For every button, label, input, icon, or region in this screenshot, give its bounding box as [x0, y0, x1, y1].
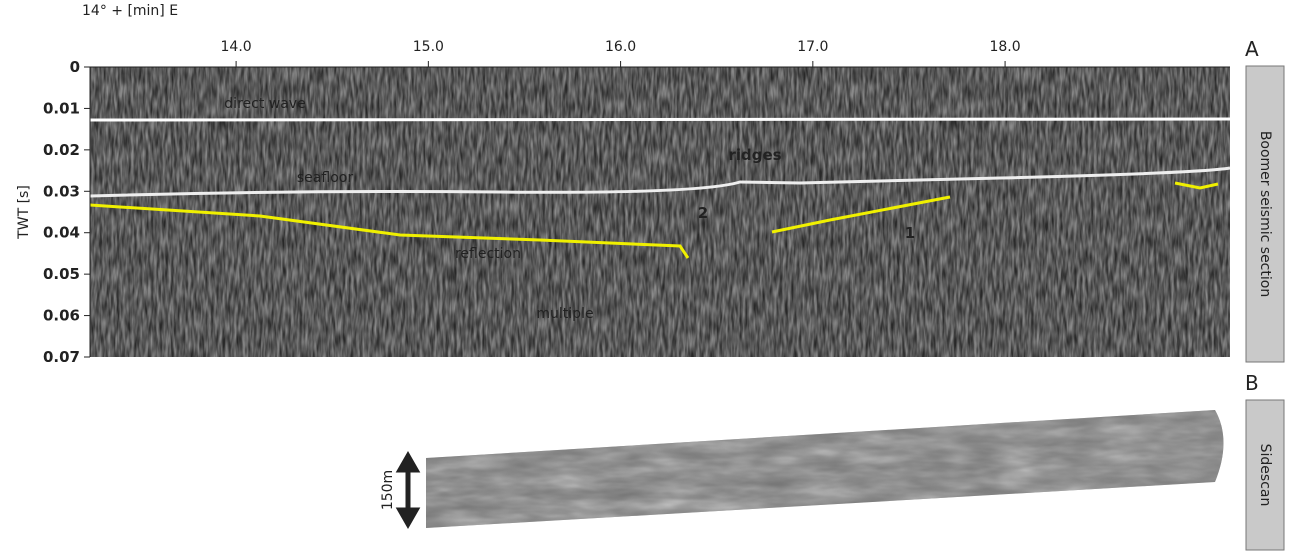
x-tick-label: 16.0 — [605, 39, 636, 55]
annotation: multiple — [536, 306, 593, 322]
y-tick-label: 0.03 — [43, 182, 80, 200]
annotation: 2 — [698, 204, 708, 222]
y-tick-label: 0.05 — [43, 265, 80, 283]
panel-letter: A — [1245, 37, 1259, 61]
sidescan-image — [420, 400, 1240, 540]
direct-wave — [90, 119, 1230, 120]
x-tick-label: 14.0 — [221, 39, 252, 55]
annotation: ridges — [728, 146, 781, 164]
y-tick-label: 0 — [70, 58, 80, 76]
scale-arrow — [400, 456, 416, 524]
x-tick-label: 18.0 — [989, 39, 1020, 55]
figure: 14° + [min] E TWT [s] Boomer seismic sec… — [0, 0, 1290, 556]
side-label: Sidescan — [1257, 444, 1273, 507]
x-tick-label: 17.0 — [797, 39, 828, 55]
y-tick-label: 0.06 — [43, 307, 80, 325]
annotation: seafloor — [297, 170, 353, 186]
annotation: reflection — [455, 246, 521, 262]
y-tick-label: 0.01 — [43, 99, 80, 117]
side-label: Boomer seismic section — [1257, 131, 1273, 297]
panel-letter: B — [1245, 371, 1259, 395]
y-tick-label: 0.07 — [43, 348, 80, 366]
x-axis-label: 14° + [min] E — [82, 3, 178, 19]
annotation: 1 — [905, 224, 915, 242]
scale-label: 150m — [380, 470, 396, 510]
annotation: direct wave — [224, 96, 305, 112]
y-tick-label: 0.04 — [43, 224, 80, 242]
sidescan-texture — [420, 400, 1240, 540]
y-tick-label: 0.02 — [43, 141, 80, 159]
y-axis-label: TWT [s] — [16, 185, 32, 240]
x-tick-label: 15.0 — [413, 39, 444, 55]
